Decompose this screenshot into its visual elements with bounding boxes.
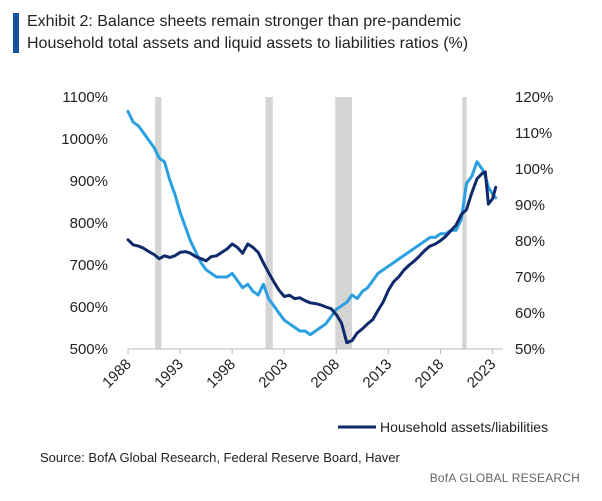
x-tick-label: 2013 bbox=[360, 356, 396, 392]
left-tick-label: 500% bbox=[70, 341, 108, 358]
series-line-assets-liabilities bbox=[126, 170, 498, 345]
recession-band-3 bbox=[335, 97, 352, 349]
brand-label: BofA GLOBAL RESEARCH bbox=[429, 471, 580, 485]
x-tick-label: 2003 bbox=[255, 356, 291, 392]
right-tick-label: 60% bbox=[515, 305, 545, 322]
recession-band-1 bbox=[155, 97, 162, 349]
x-tick-label: 2008 bbox=[308, 356, 344, 392]
series-line-liquid-assets-liabilities bbox=[126, 109, 498, 337]
right-tick-label: 90% bbox=[515, 197, 545, 214]
right-tick-label: 120% bbox=[515, 89, 553, 106]
chart-title: Exhibit 2: Balance sheets remain stronge… bbox=[27, 13, 462, 30]
legend-label-assets: Household assets/liabilities bbox=[380, 419, 548, 435]
x-tick-label: 1993 bbox=[151, 356, 187, 392]
left-tick-label: 600% bbox=[70, 299, 108, 316]
legend: Household assets/liabilities bbox=[338, 419, 548, 435]
left-tick-label: 700% bbox=[70, 257, 108, 274]
x-tick-label: 2023 bbox=[464, 356, 500, 392]
x-tick-label: 1988 bbox=[99, 356, 135, 392]
recession-band-4 bbox=[462, 97, 467, 349]
right-axis: 50% 60% 70% 80% 90% 100% 110% 120% bbox=[515, 89, 553, 358]
right-tick-label: 70% bbox=[515, 269, 545, 286]
left-tick-label: 900% bbox=[70, 173, 108, 190]
x-axis: 1988 1993 1998 2003 2008 2013 2018 2023 bbox=[99, 349, 499, 391]
recession-bands bbox=[155, 97, 467, 349]
chart-subtitle: Household total assets and liquid assets… bbox=[27, 35, 469, 52]
right-tick-label: 50% bbox=[515, 341, 545, 358]
series-lines bbox=[126, 109, 498, 345]
recession-band-2 bbox=[265, 97, 273, 349]
x-tick-label: 1998 bbox=[203, 356, 239, 392]
title-accent-bar bbox=[13, 13, 19, 53]
right-tick-label: 100% bbox=[515, 161, 553, 178]
right-tick-label: 80% bbox=[515, 233, 545, 250]
x-tick-label: 2018 bbox=[412, 356, 448, 392]
left-tick-label: 1100% bbox=[62, 89, 108, 106]
left-tick-label: 800% bbox=[70, 215, 108, 232]
source-note: Source: BofA Global Research, Federal Re… bbox=[40, 450, 400, 465]
right-tick-label: 110% bbox=[515, 125, 552, 142]
left-tick-label: 1000% bbox=[61, 131, 108, 148]
left-axis: 500% 600% 700% 800% 900% 1000% 1100% bbox=[61, 89, 108, 358]
